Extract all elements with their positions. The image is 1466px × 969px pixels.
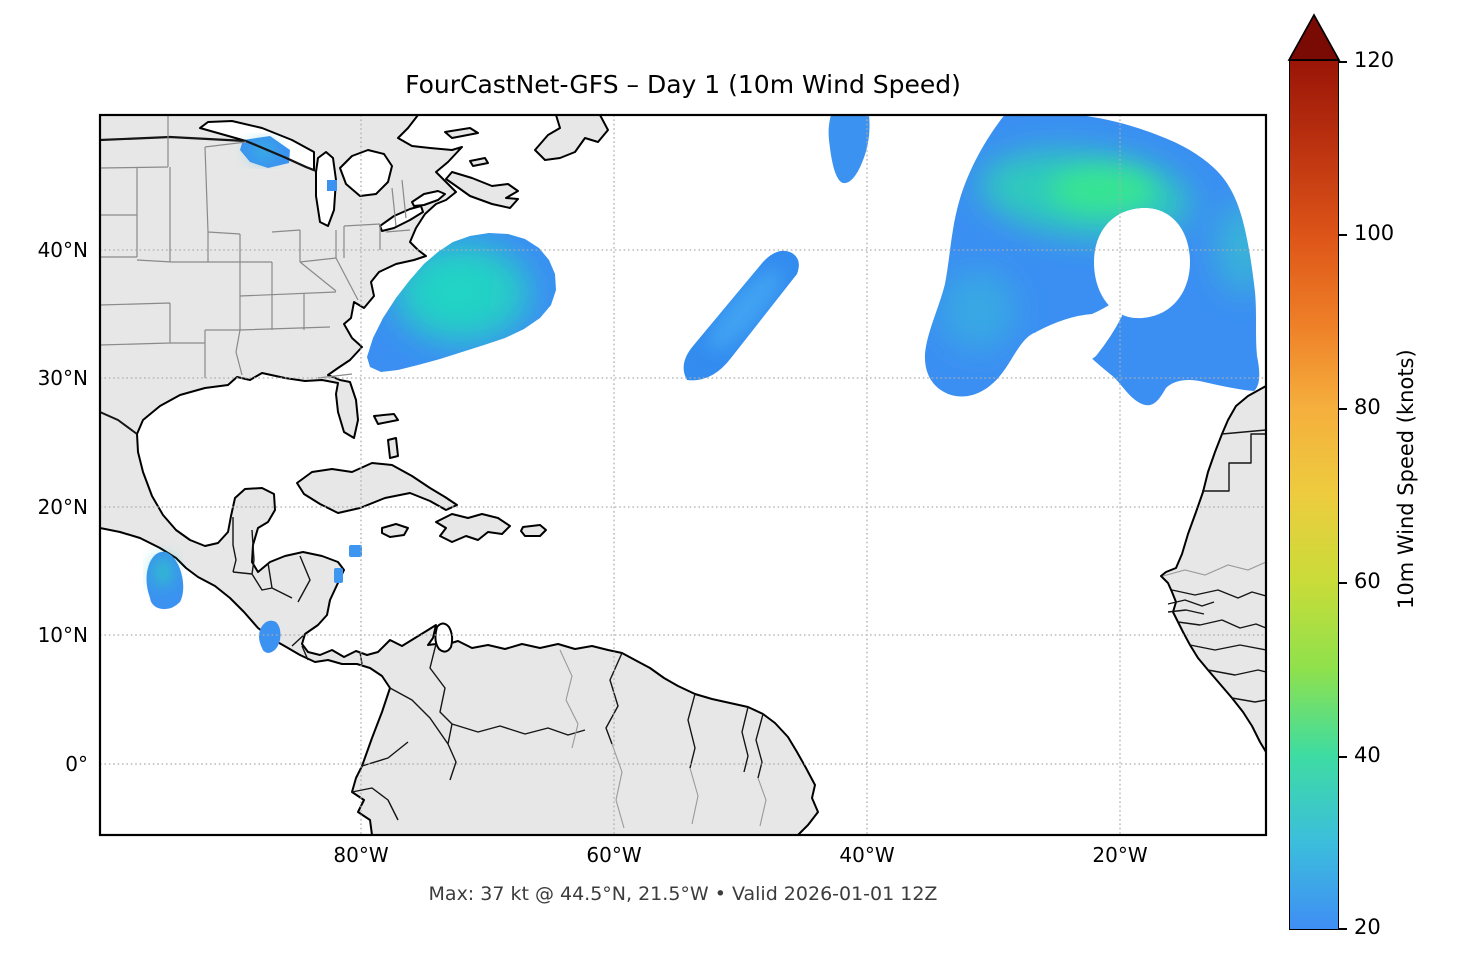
xtick-20w: 20°W	[1092, 843, 1148, 867]
island-newfoundland	[534, 115, 609, 161]
island-cuba	[296, 462, 458, 514]
hook-opening-gap	[1036, 298, 1122, 376]
xtick-60w: 60°W	[586, 843, 642, 867]
wind-blob-papagayo	[259, 620, 281, 653]
rivers	[559, 561, 1266, 829]
island-pei	[469, 157, 489, 167]
colorbar-tick-120	[1339, 61, 1347, 63]
colorbar-ticklabel-60: 60	[1354, 569, 1381, 593]
islands	[296, 115, 609, 543]
lake-michigan	[315, 151, 337, 227]
colorbar-tick-80	[1339, 408, 1347, 410]
island-bahamas-1	[373, 413, 399, 425]
wind-speed-layer	[146, 115, 1260, 653]
figure-title: FourCastNet-GFS – Day 1 (10m Wind Speed)	[405, 70, 961, 99]
xtick-40w: 40°W	[839, 843, 895, 867]
colorbar-ticklabel-100: 100	[1354, 221, 1395, 245]
lake-erie	[379, 205, 424, 232]
island-anticosti	[444, 127, 479, 139]
colorbar-tick-40	[1339, 756, 1347, 758]
island-bahamas-2	[387, 437, 399, 459]
colorbar-tick-60	[1339, 582, 1347, 584]
colorbar-ticklabel-120: 120	[1354, 48, 1395, 72]
wind-spot-caribbean-2	[334, 568, 343, 583]
colorbar-ticklabel-40: 40	[1354, 743, 1381, 767]
colorbar	[1289, 60, 1339, 930]
land-americas	[100, 115, 819, 835]
island-puerto-rico	[520, 524, 547, 537]
map-border	[98, 113, 1268, 837]
ytick-10n: 10°N	[37, 623, 88, 647]
island-hispaniola	[435, 513, 511, 543]
max-annotation: Max: 37 kt @ 44.5°N, 21.5°W • Valid 2026…	[428, 883, 938, 905]
colorbar-tick-20	[1339, 928, 1347, 930]
ytick-0: 0°	[65, 752, 88, 776]
island-jamaica	[381, 523, 409, 538]
wind-spot-caribbean-1	[349, 545, 362, 557]
island-nova-scotia	[445, 171, 519, 209]
xtick-80w: 80°W	[333, 843, 389, 867]
land-africa	[1160, 385, 1266, 753]
lake-maracaibo	[434, 622, 454, 653]
ytick-30n: 30°N	[37, 366, 88, 390]
colorbar-ticklabel-20: 20	[1354, 915, 1381, 939]
country-borders	[100, 135, 1266, 821]
colorbar-ticklabel-80: 80	[1354, 395, 1381, 419]
ytick-40n: 40°N	[37, 238, 88, 262]
ytick-20n: 20°N	[37, 495, 88, 519]
lake-huron	[339, 149, 393, 197]
state-borders	[100, 115, 411, 379]
colorbar-tick-100	[1339, 234, 1347, 236]
gridlines	[100, 115, 1266, 835]
lake-ontario	[411, 190, 446, 207]
wind-blob-tehuantepec	[146, 551, 184, 610]
colorbar-extend-arrow	[1287, 13, 1341, 61]
